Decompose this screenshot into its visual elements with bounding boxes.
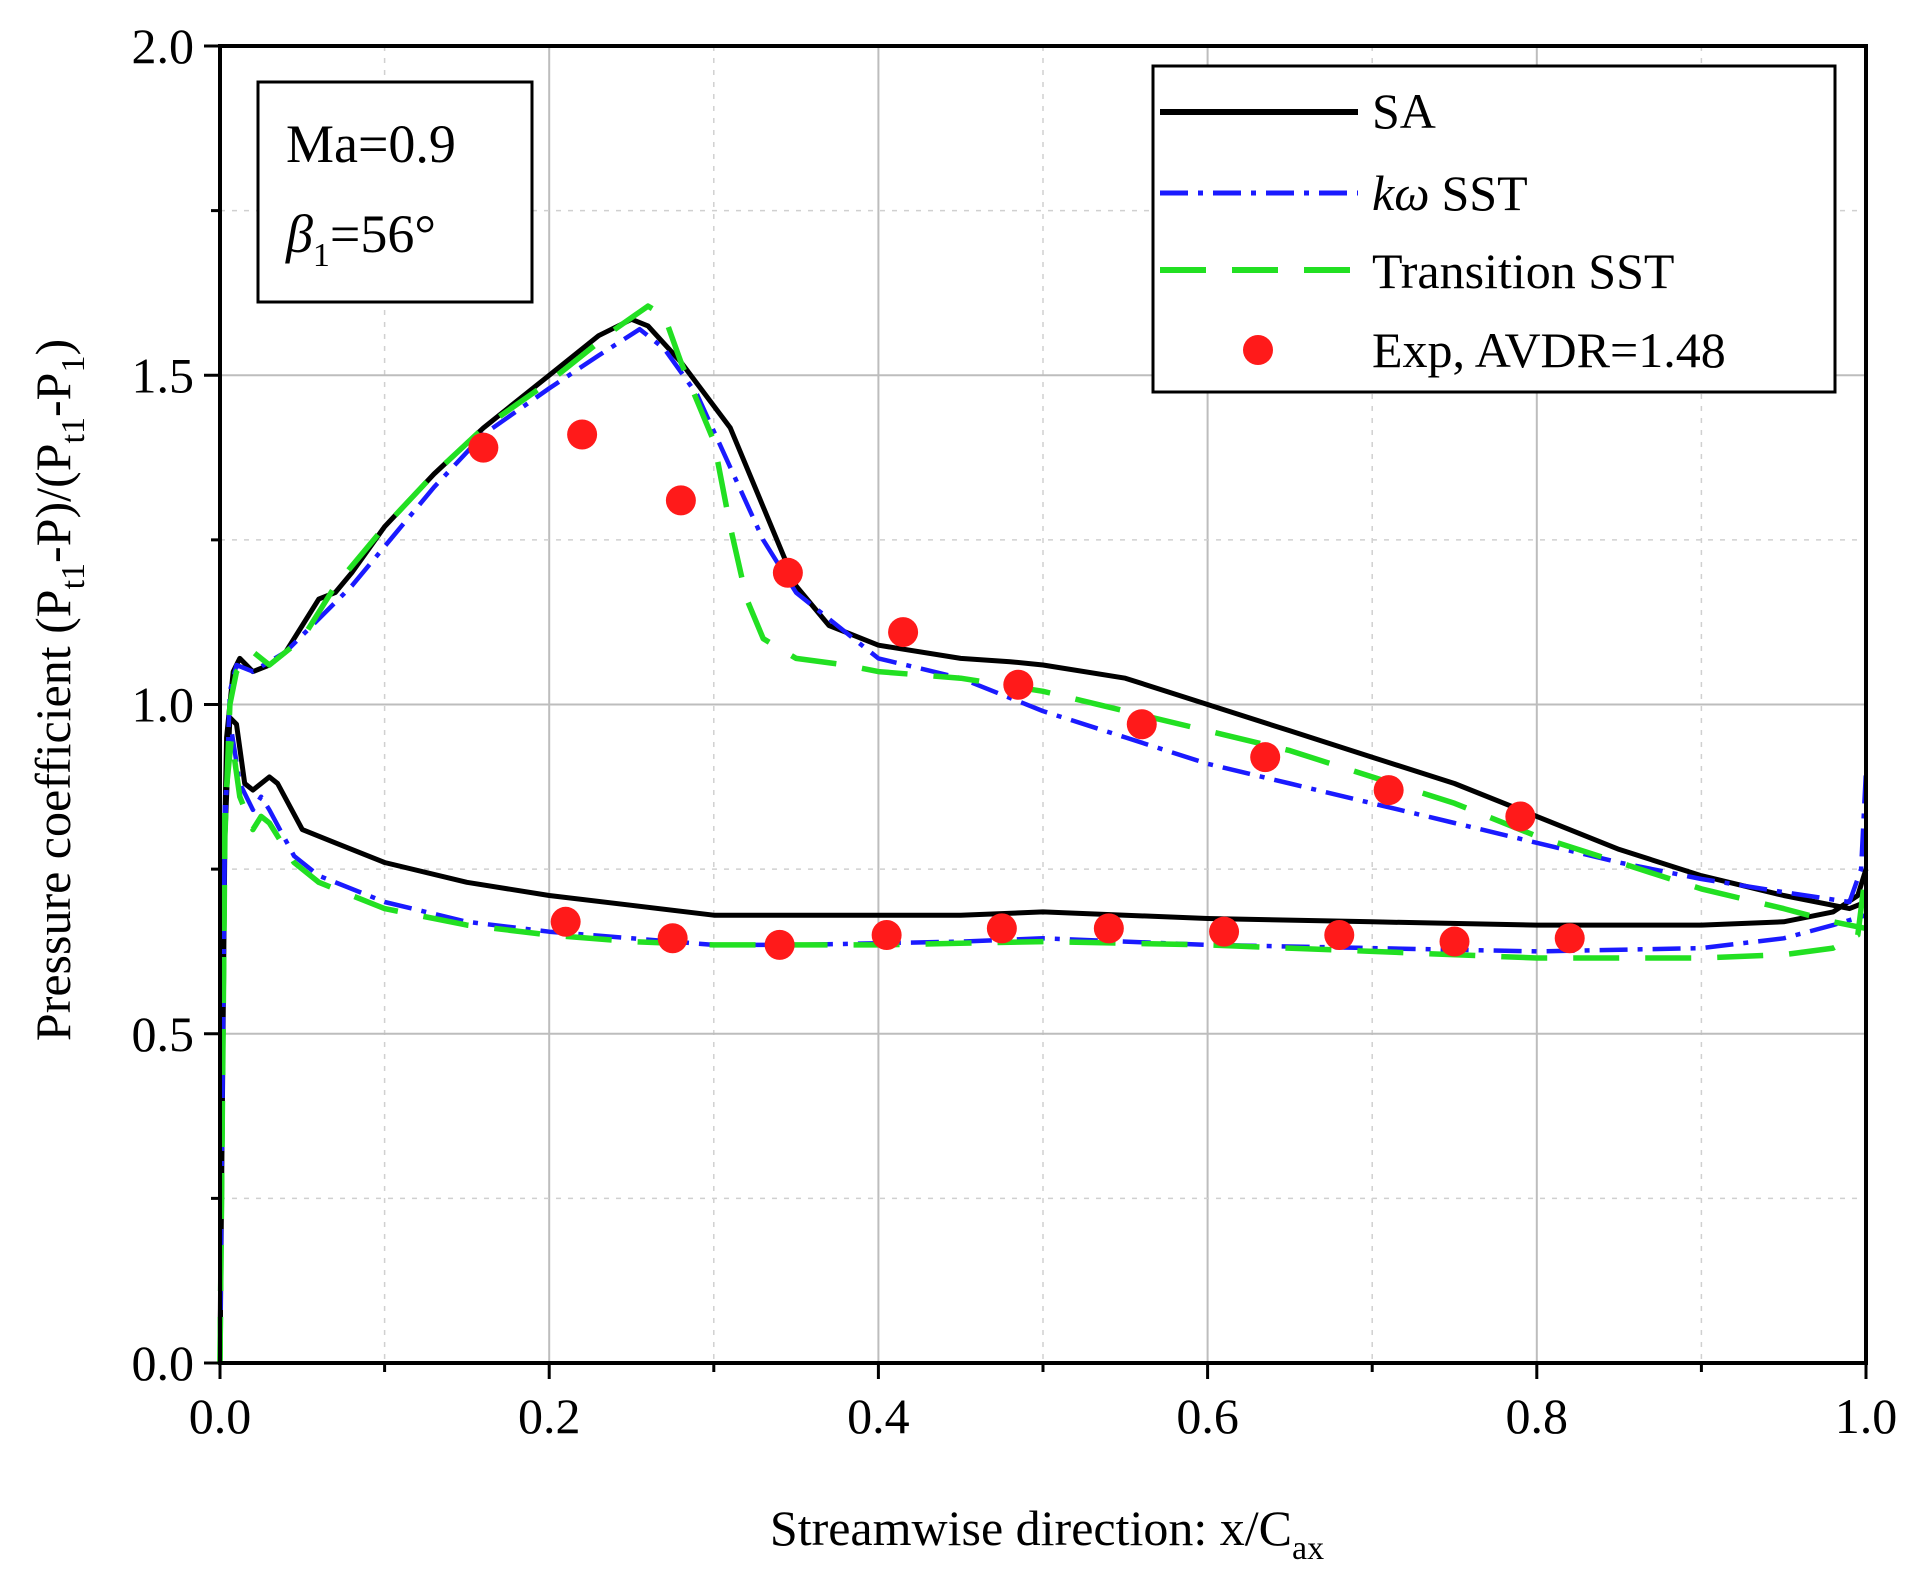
x-axis-title: Streamwise direction: x/Cax bbox=[770, 1500, 1324, 1567]
series-layer bbox=[217, 303, 1869, 1364]
exp-data-point bbox=[888, 617, 919, 648]
exp-data-point bbox=[871, 919, 902, 950]
y-axis-title-mid: -P)/(P bbox=[25, 443, 81, 562]
conditions-frame bbox=[256, 80, 534, 304]
y-tick-label: 1.0 bbox=[132, 677, 195, 733]
y-tick-label: 0.5 bbox=[132, 1006, 195, 1062]
conditions-box: Ma=0.9 β1=56° bbox=[256, 80, 534, 304]
y-tick-label: 0.0 bbox=[132, 1335, 195, 1391]
exp-data-point bbox=[550, 906, 581, 937]
x-tick-label: 0.6 bbox=[1176, 1388, 1239, 1444]
legend-transition-label: Transition SST bbox=[1372, 243, 1674, 299]
y-axis-title-minus: -P bbox=[25, 373, 81, 417]
x-tick-label: 0.2 bbox=[518, 1388, 581, 1444]
condition-beta-subscript: 1 bbox=[313, 237, 330, 274]
legend-sa-label: SA bbox=[1372, 83, 1436, 139]
x-axis-title-subscript: ax bbox=[1292, 1530, 1324, 1567]
exp-data-point bbox=[665, 485, 696, 516]
x-tick-label: 0.0 bbox=[189, 1388, 252, 1444]
y-tick-label: 1.5 bbox=[132, 347, 195, 403]
exp-data-point bbox=[1554, 923, 1585, 954]
condition-inlet-angle: β1=56° bbox=[285, 204, 436, 274]
condition-beta-symbol: β bbox=[285, 204, 313, 264]
exp-data-point bbox=[1003, 669, 1034, 700]
exp-data-point bbox=[1324, 919, 1355, 950]
exp-data-point bbox=[468, 432, 499, 463]
y-axis-title-sub3: 1 bbox=[55, 356, 92, 373]
sst-suction-line bbox=[217, 326, 1869, 1364]
legend-exp-swatch bbox=[1243, 335, 1273, 365]
exp-data-point bbox=[567, 419, 598, 450]
exp-data-point bbox=[764, 929, 795, 960]
transition-sst-pressure-line bbox=[217, 734, 1869, 1364]
x-tick-label: 1.0 bbox=[1835, 1388, 1898, 1444]
x-axis-title-main: Streamwise direction: x/C bbox=[770, 1500, 1292, 1556]
y-axis-title-sub1: t1 bbox=[55, 563, 92, 589]
exp-data-point bbox=[1250, 742, 1281, 773]
y-tick-label: 2.0 bbox=[132, 18, 195, 74]
legend: SA kω SST Transition SST Exp, AVDR=1.48 bbox=[1151, 64, 1837, 394]
y-axis-title: Pressure coefficient (Pt1-P)/(Pt1-P1) bbox=[25, 339, 92, 1041]
legend-frame bbox=[1151, 64, 1837, 394]
y-axis-title-sub2: t1 bbox=[55, 417, 92, 443]
condition-mach: Ma=0.9 bbox=[286, 114, 456, 174]
condition-beta-value: =56° bbox=[330, 204, 436, 264]
legend-sst-prefix: kω bbox=[1372, 165, 1430, 221]
x-tick-label: 0.4 bbox=[847, 1388, 910, 1444]
transition-sst-suction-line bbox=[217, 303, 1867, 1364]
exp-data-point bbox=[1439, 926, 1470, 957]
exp-data-point bbox=[986, 913, 1017, 944]
exp-data-point bbox=[1505, 801, 1536, 832]
x-tick-label: 0.8 bbox=[1506, 1388, 1569, 1444]
y-axis-title-close: ) bbox=[25, 339, 81, 356]
exp-data-point bbox=[772, 557, 803, 588]
exp-data-point bbox=[1209, 916, 1240, 947]
exp-data-point bbox=[1093, 913, 1124, 944]
legend-sst-label: kω SST bbox=[1372, 165, 1528, 221]
legend-exp-label: Exp, AVDR=1.48 bbox=[1372, 322, 1726, 378]
axis-ticks: 0.0 0.2 0.4 0.6 0.8 1.0 0.0 0.5 1.0 1.5 2.0 bbox=[132, 18, 1898, 1444]
sa-pressure-line bbox=[217, 715, 1869, 1364]
y-axis-title-main: Pressure coefficient (P bbox=[25, 589, 81, 1041]
exp-data-point bbox=[1126, 709, 1157, 740]
sst-pressure-line bbox=[217, 728, 1867, 1364]
exp-data-point bbox=[657, 923, 688, 954]
legend-sst-name: SST bbox=[1442, 165, 1528, 221]
exp-data-point bbox=[1373, 775, 1404, 806]
